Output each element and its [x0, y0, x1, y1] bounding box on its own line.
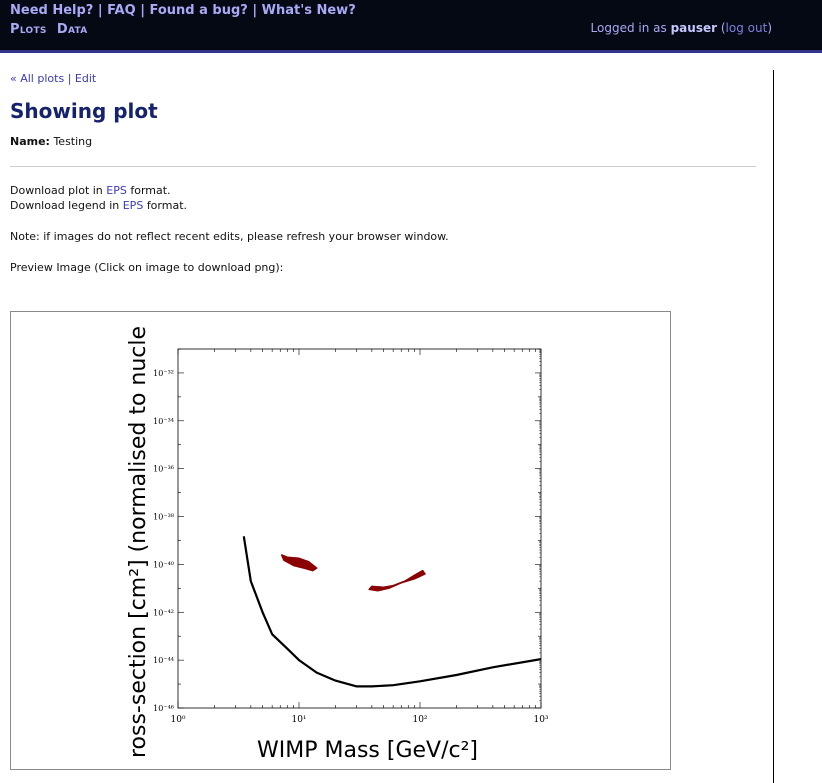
plot-preview-image[interactable]: 10⁰ 10¹ 10² 10³ 10⁻⁴⁶ 10⁻⁴⁴ 10⁻⁴² 10⁻⁴⁰ 10⁻³⁸ 10⁻… — [10, 311, 671, 770]
y-tick-label: 10⁻³⁸ — [153, 513, 174, 522]
name-label: Name: — [10, 135, 50, 148]
download-legend-line: Download legend in EPS format. — [10, 198, 756, 213]
help-separator: | — [252, 3, 262, 18]
y-tick-label: 10⁻⁴⁰ — [153, 560, 174, 569]
signal-region-1 — [280, 554, 318, 572]
edit-link[interactable]: Edit — [74, 72, 97, 85]
help-separator: | — [140, 3, 150, 18]
main-content: « All plots | Edit Showing plot Name: Te… — [10, 72, 756, 275]
preview-label: Preview Image (Click on image to downloa… — [10, 261, 284, 274]
download-legend-suffix: format. — [146, 199, 188, 212]
signal-region-2 — [368, 569, 426, 592]
name-value: Testing — [53, 135, 93, 148]
plot-frame — [177, 348, 542, 709]
username: pauser — [670, 21, 718, 35]
logout-paren-open: ( — [720, 21, 726, 35]
divider — [10, 166, 756, 167]
help-separator: | — [97, 3, 108, 18]
download-plot-line: Download plot in EPS format. — [10, 183, 756, 198]
nav-data[interactable]: Data — [56, 22, 88, 37]
download-plot-suffix: format. — [130, 184, 171, 197]
y-tick-label: 10⁻⁴⁶ — [153, 704, 174, 713]
x-tick-label: 10³ — [533, 715, 548, 725]
limit-curve — [242, 536, 541, 688]
download-plot-eps-link[interactable]: EPS — [106, 184, 127, 197]
main-nav: Plots Data — [10, 22, 94, 37]
need-help-link[interactable]: Need Help? — [10, 3, 94, 18]
download-legend-prefix: Download legend in — [10, 199, 120, 212]
login-status: Logged in as pauser (log out) — [591, 21, 772, 35]
y-tick-label: 10⁻³⁴ — [153, 417, 174, 426]
all-plots-link[interactable]: « All plots — [10, 72, 65, 85]
faq-link[interactable]: FAQ — [107, 3, 136, 18]
right-column-divider — [773, 70, 774, 783]
y-tick-label: 10⁻³⁶ — [153, 465, 174, 474]
help-links: Need Help? | FAQ | Found a bug? | What's… — [10, 3, 356, 18]
found-bug-link[interactable]: Found a bug? — [149, 3, 248, 18]
y-axis-label: ross-section [cm²] (normalised to nucle — [126, 326, 151, 758]
y-tick-label: 10⁻⁴² — [153, 608, 174, 617]
plot-name-row: Name: Testing — [10, 135, 756, 148]
plot-chart[interactable]: 10⁰ 10¹ 10² 10³ 10⁻⁴⁶ 10⁻⁴⁴ 10⁻⁴² 10⁻⁴⁰ 10⁻³⁸ 10⁻… — [11, 312, 670, 769]
top-header: Need Help? | FAQ | Found a bug? | What's… — [0, 0, 822, 53]
nav-plots[interactable]: Plots — [10, 22, 47, 37]
y-tick-label: 10⁻⁴⁴ — [153, 656, 174, 665]
breadcrumb-separator: | — [67, 72, 72, 85]
whats-new-link[interactable]: What's New? — [261, 3, 356, 18]
x-tick-label: 10⁰ — [170, 715, 185, 725]
page-title: Showing plot — [10, 99, 158, 123]
login-prefix: Logged in as — [590, 21, 667, 35]
download-legend-eps-link[interactable]: EPS — [122, 199, 144, 212]
x-axis-label: WIMP Mass [GeV/c²] — [257, 738, 478, 763]
logout-paren-close: ) — [767, 21, 772, 35]
refresh-note: Note: if images do not reflect recent ed… — [10, 230, 449, 243]
download-plot-prefix: Download plot in — [10, 184, 103, 197]
logout-link[interactable]: log out — [725, 21, 768, 35]
x-tick-label: 10¹ — [291, 715, 306, 725]
x-tick-label: 10² — [412, 715, 427, 725]
y-tick-label: 10⁻³² — [153, 369, 174, 378]
breadcrumb: « All plots | Edit — [10, 72, 756, 85]
